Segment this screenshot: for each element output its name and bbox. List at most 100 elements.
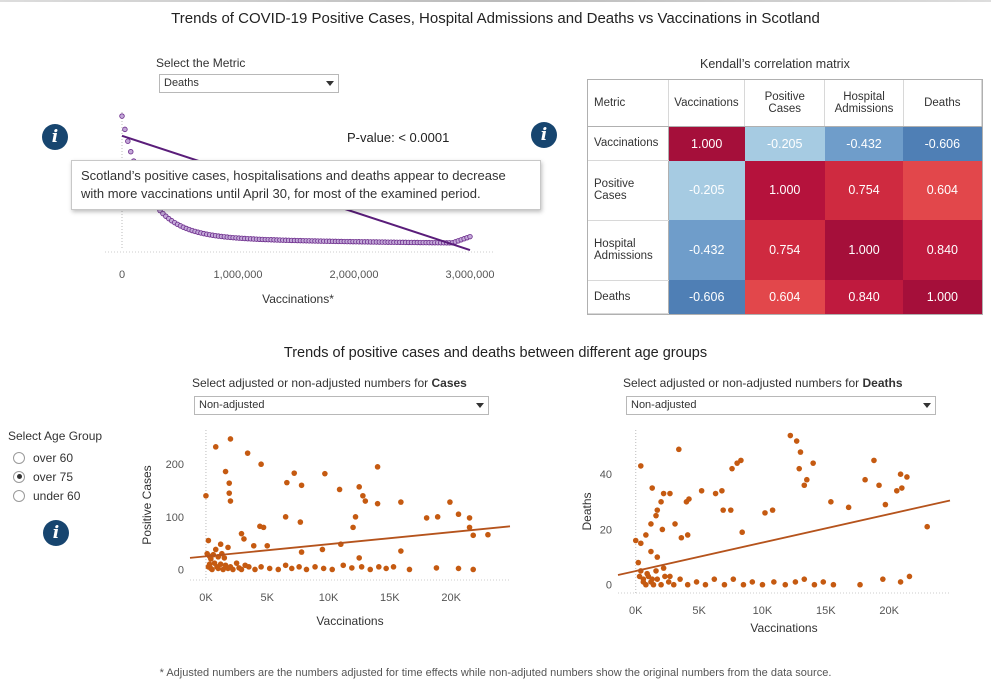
age-group-option[interactable]: under 60 xyxy=(13,486,80,505)
corr-cell[interactable]: -0.432 xyxy=(668,220,745,281)
data-point xyxy=(390,564,397,570)
x-tick-label: 20K xyxy=(441,592,461,604)
data-point xyxy=(221,555,228,561)
data-point xyxy=(258,564,264,570)
data-point xyxy=(340,562,347,569)
data-point xyxy=(266,565,273,572)
data-point xyxy=(658,581,664,588)
data-point xyxy=(433,565,440,571)
data-point xyxy=(284,479,290,486)
age-group-option[interactable]: over 75 xyxy=(13,467,80,486)
corr-cell[interactable]: -0.205 xyxy=(744,126,825,161)
chevron-down-icon xyxy=(326,81,334,86)
data-point xyxy=(220,566,226,573)
info-icon[interactable]: i xyxy=(43,520,69,546)
data-point xyxy=(258,461,264,468)
data-point xyxy=(782,581,789,588)
radio-button[interactable] xyxy=(13,489,25,502)
data-point xyxy=(801,576,808,582)
data-point xyxy=(804,476,810,483)
data-point xyxy=(209,566,215,573)
data-point xyxy=(319,546,326,553)
data-point xyxy=(636,573,643,580)
data-point xyxy=(660,565,667,571)
cases-selector-bold: Cases xyxy=(431,376,467,390)
y-tick-label: 20 xyxy=(600,524,612,536)
x-tick-label: 2,000,000 xyxy=(330,269,379,281)
data-point xyxy=(721,581,728,588)
data-point xyxy=(128,149,134,155)
data-point xyxy=(654,507,661,513)
data-point xyxy=(466,524,473,531)
data-point xyxy=(205,537,212,544)
corr-cell[interactable]: -0.432 xyxy=(824,126,904,161)
data-point xyxy=(729,465,735,472)
radio-button[interactable] xyxy=(13,470,25,483)
corr-cell[interactable]: 0.840 xyxy=(903,220,982,281)
data-point xyxy=(880,576,886,582)
corr-cell[interactable]: 1.000 xyxy=(668,126,745,161)
y-tick-label: 100 xyxy=(166,512,184,524)
corr-cell[interactable]: -0.606 xyxy=(903,126,982,161)
corr-cell[interactable]: -0.205 xyxy=(668,160,745,221)
x-axis-title: Vaccinations xyxy=(316,614,383,628)
corr-cell[interactable]: 0.604 xyxy=(744,280,825,314)
x-tick-label: 5K xyxy=(261,592,275,604)
pvalue: P-value: < 0.0001 xyxy=(347,130,449,145)
corr-cell[interactable]: -0.606 xyxy=(668,280,745,314)
x-axis-title: Vaccinations xyxy=(750,621,817,635)
data-point xyxy=(653,568,659,574)
cases-adjustment-dropdown[interactable]: Non-adjusted xyxy=(194,396,489,415)
data-point xyxy=(797,449,804,455)
info-icon[interactable]: i xyxy=(42,124,68,150)
radio-button[interactable] xyxy=(13,451,25,464)
data-point xyxy=(684,581,691,588)
data-point xyxy=(119,113,125,119)
data-point xyxy=(264,542,271,549)
corr-cell[interactable]: 1.000 xyxy=(824,220,904,281)
corr-cell[interactable]: 0.754 xyxy=(824,160,904,221)
data-point xyxy=(739,529,745,536)
x-tick-label: 15K xyxy=(380,592,400,604)
corr-row-header: Deaths xyxy=(588,280,669,315)
data-point xyxy=(653,512,659,519)
deaths-adjustment-dropdown[interactable]: Non-adjusted xyxy=(626,396,936,415)
corr-cell[interactable]: 0.604 xyxy=(903,160,982,221)
corr-cell[interactable]: 0.840 xyxy=(824,280,904,314)
data-point xyxy=(677,576,683,582)
data-point xyxy=(738,457,744,464)
data-point xyxy=(374,500,381,507)
data-point xyxy=(246,564,252,570)
corr-cell[interactable]: 1.000 xyxy=(744,160,825,221)
data-point xyxy=(470,532,477,539)
data-point xyxy=(447,499,453,505)
corr-cell[interactable]: 1.000 xyxy=(903,280,982,314)
data-point xyxy=(672,521,678,527)
metric-dropdown[interactable]: Deaths xyxy=(159,74,339,93)
data-point xyxy=(349,565,355,571)
info-icon[interactable]: i xyxy=(531,122,557,148)
data-point xyxy=(899,485,905,491)
data-point xyxy=(423,515,430,521)
data-point xyxy=(769,507,776,513)
age-group-label: Select Age Group xyxy=(8,429,103,443)
data-point xyxy=(275,566,282,573)
data-point xyxy=(632,537,639,544)
data-point xyxy=(282,562,289,569)
data-point xyxy=(762,510,768,516)
x-tick-label: 10K xyxy=(319,592,339,604)
data-point xyxy=(897,579,904,585)
page-title: Trends of COVID-19 Positive Cases, Hospi… xyxy=(171,10,820,27)
data-point xyxy=(882,501,889,508)
corr-cell[interactable]: 0.754 xyxy=(744,220,825,281)
data-point xyxy=(924,523,930,530)
data-point xyxy=(356,555,362,561)
age-group-option[interactable]: over 60 xyxy=(13,448,80,467)
data-point xyxy=(212,546,219,553)
top-chart-x-ticks: 0 1,000,000 2,000,000 3,000,000 xyxy=(119,269,495,281)
data-point xyxy=(702,581,709,588)
data-point xyxy=(662,573,668,580)
data-point xyxy=(288,565,295,572)
data-point xyxy=(749,579,756,585)
corr-column-header: Hospital Admissions xyxy=(824,80,904,127)
